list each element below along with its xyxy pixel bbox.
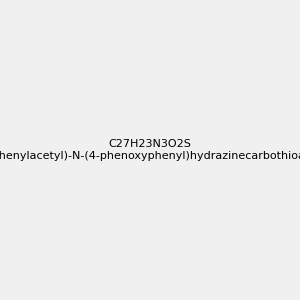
Text: C27H23N3O2S
2-(diphenylacetyl)-N-(4-phenoxyphenyl)hydrazinecarbothioamide: C27H23N3O2S 2-(diphenylacetyl)-N-(4-phen… bbox=[0, 139, 300, 161]
